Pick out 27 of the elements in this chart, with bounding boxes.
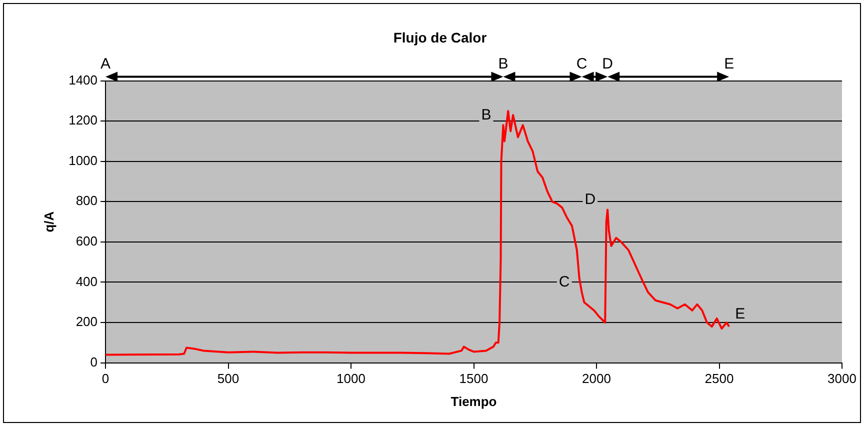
y-tick-label: 400	[76, 274, 98, 289]
text: C	[576, 55, 588, 72]
y-tick-label: 0	[90, 354, 98, 370]
text: A	[100, 55, 111, 72]
text: B	[498, 55, 508, 72]
x-tick-label: 2500	[704, 371, 734, 386]
x-tick-label: 500	[217, 371, 240, 386]
x-axis-title: Tiempo	[450, 394, 497, 409]
text: E	[724, 55, 734, 72]
x-tick-label: 0	[102, 371, 110, 386]
text: D	[602, 55, 614, 72]
annotation: C	[558, 273, 570, 290]
y-tick-label: 200	[76, 314, 98, 330]
annotation: E	[735, 306, 746, 323]
x-tick-label: 2000	[582, 371, 611, 386]
x-tick-label: 1000	[336, 371, 366, 386]
y-axis-title: q/A	[41, 210, 56, 232]
x-tick-label: 1500	[459, 371, 488, 386]
x-tick-label: 3000	[828, 371, 856, 386]
y-tick-label: 1400	[68, 72, 98, 88]
annotation: B	[481, 106, 492, 124]
y-tick-label: 800	[76, 193, 98, 208]
chart-title: Flujo de Calor	[393, 29, 488, 46]
y-tick-label: 600	[76, 234, 98, 249]
y-tick-label: 1000	[68, 152, 98, 168]
y-tick-label: 1200	[68, 112, 98, 128]
annotation: D	[584, 190, 596, 208]
